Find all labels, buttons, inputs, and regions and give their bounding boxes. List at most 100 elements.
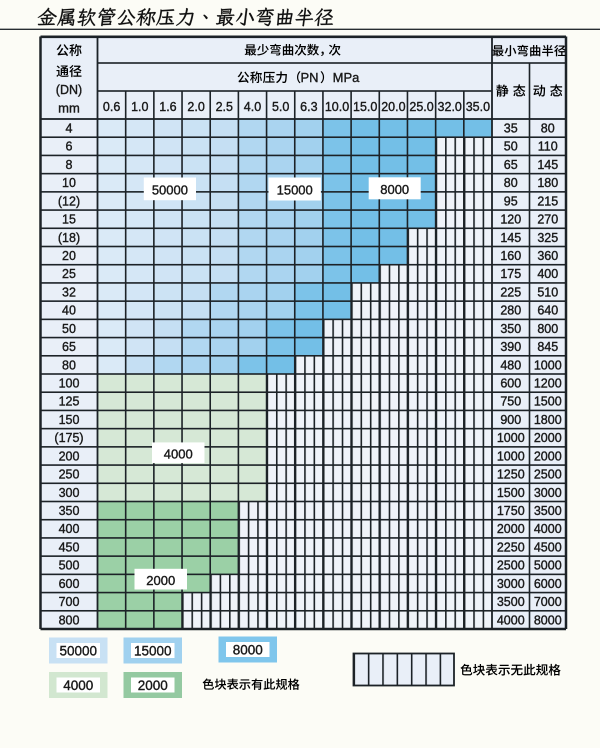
svg-text:MPa: MPa bbox=[333, 70, 361, 85]
svg-text:80: 80 bbox=[62, 358, 76, 372]
svg-text:1750: 1750 bbox=[497, 504, 525, 518]
svg-text:0.6: 0.6 bbox=[103, 100, 120, 114]
svg-text:2.5: 2.5 bbox=[216, 100, 233, 114]
svg-text:360: 360 bbox=[537, 249, 558, 263]
svg-text:845: 845 bbox=[537, 340, 558, 354]
svg-text:20: 20 bbox=[62, 249, 76, 263]
svg-text:1000: 1000 bbox=[497, 449, 525, 463]
svg-text:(18): (18) bbox=[58, 231, 80, 245]
svg-text:80: 80 bbox=[504, 176, 518, 190]
svg-text:280: 280 bbox=[500, 304, 521, 318]
svg-text:1.0: 1.0 bbox=[131, 100, 148, 114]
svg-text:160: 160 bbox=[500, 249, 521, 263]
svg-text:120: 120 bbox=[500, 213, 521, 227]
svg-text:145: 145 bbox=[500, 231, 521, 245]
svg-text:35.0: 35.0 bbox=[466, 100, 490, 114]
svg-text:3000: 3000 bbox=[497, 577, 525, 591]
svg-text:2000: 2000 bbox=[497, 522, 525, 536]
svg-text:50000: 50000 bbox=[152, 182, 188, 197]
svg-text:640: 640 bbox=[537, 304, 558, 318]
svg-text:200: 200 bbox=[59, 449, 80, 463]
svg-text:350: 350 bbox=[59, 504, 80, 518]
svg-text:PN: PN bbox=[300, 70, 318, 85]
svg-text:mm: mm bbox=[58, 101, 80, 116]
svg-text:2500: 2500 bbox=[534, 468, 562, 482]
svg-text:600: 600 bbox=[500, 377, 521, 391]
svg-text:4000: 4000 bbox=[534, 522, 562, 536]
svg-text:1000: 1000 bbox=[534, 358, 562, 372]
svg-text:510: 510 bbox=[537, 285, 558, 299]
svg-text:32.0: 32.0 bbox=[438, 100, 462, 114]
svg-text:4: 4 bbox=[66, 122, 73, 136]
svg-text:2000: 2000 bbox=[534, 431, 562, 445]
svg-text:6.3: 6.3 bbox=[300, 100, 317, 114]
svg-text:3500: 3500 bbox=[534, 504, 562, 518]
svg-text:8: 8 bbox=[66, 158, 73, 172]
svg-text:65: 65 bbox=[504, 158, 518, 172]
svg-text:35: 35 bbox=[504, 122, 518, 136]
svg-text:2000: 2000 bbox=[534, 449, 562, 463]
svg-text:145: 145 bbox=[537, 158, 558, 172]
svg-text:8000: 8000 bbox=[380, 182, 409, 197]
svg-text:8000: 8000 bbox=[534, 613, 562, 627]
svg-text:65: 65 bbox=[62, 340, 76, 354]
svg-text:50: 50 bbox=[504, 140, 518, 154]
svg-text:225: 225 bbox=[500, 285, 521, 299]
svg-text:20.0: 20.0 bbox=[381, 100, 405, 114]
svg-text:15.0: 15.0 bbox=[353, 100, 377, 114]
svg-text:7000: 7000 bbox=[534, 595, 562, 609]
svg-text:700: 700 bbox=[59, 595, 80, 609]
svg-text:2000: 2000 bbox=[138, 678, 168, 693]
svg-text:125: 125 bbox=[59, 395, 80, 409]
svg-text:15000: 15000 bbox=[277, 183, 313, 198]
svg-text:1000: 1000 bbox=[497, 431, 525, 445]
svg-text:4000: 4000 bbox=[63, 678, 93, 693]
svg-text:4000: 4000 bbox=[497, 613, 525, 627]
svg-text:95: 95 bbox=[504, 194, 518, 208]
svg-text:32: 32 bbox=[62, 285, 76, 299]
svg-text:100: 100 bbox=[59, 377, 80, 391]
svg-text:80: 80 bbox=[541, 122, 555, 136]
svg-text:5000: 5000 bbox=[534, 559, 562, 573]
svg-text:2250: 2250 bbox=[497, 540, 525, 554]
svg-text:4000: 4000 bbox=[164, 446, 193, 461]
svg-text:10.0: 10.0 bbox=[325, 100, 349, 114]
svg-text:250: 250 bbox=[59, 468, 80, 482]
svg-text:50: 50 bbox=[62, 322, 76, 336]
svg-text:3500: 3500 bbox=[497, 595, 525, 609]
svg-text:480: 480 bbox=[500, 358, 521, 372]
svg-text:800: 800 bbox=[59, 613, 80, 627]
svg-text:400: 400 bbox=[537, 267, 558, 281]
svg-text:150: 150 bbox=[59, 413, 80, 427]
svg-text:15: 15 bbox=[62, 213, 76, 227]
svg-text:450: 450 bbox=[59, 540, 80, 554]
svg-text:900: 900 bbox=[500, 413, 521, 427]
svg-text:25: 25 bbox=[62, 267, 76, 281]
svg-text:25.0: 25.0 bbox=[409, 100, 433, 114]
svg-text:180: 180 bbox=[537, 176, 558, 190]
svg-text:5.0: 5.0 bbox=[272, 100, 289, 114]
svg-text:15000: 15000 bbox=[134, 643, 172, 658]
svg-text:50000: 50000 bbox=[59, 643, 97, 658]
svg-text:500: 500 bbox=[59, 559, 80, 573]
svg-text:175: 175 bbox=[500, 267, 521, 281]
svg-text:350: 350 bbox=[500, 322, 521, 336]
svg-text:2.0: 2.0 bbox=[187, 100, 204, 114]
svg-text:6000: 6000 bbox=[534, 577, 562, 591]
svg-text:300: 300 bbox=[59, 486, 80, 500]
svg-text:8000: 8000 bbox=[233, 642, 263, 657]
svg-text:1250: 1250 bbox=[497, 468, 525, 482]
svg-text:1500: 1500 bbox=[497, 486, 525, 500]
svg-text:(DN): (DN) bbox=[56, 83, 82, 97]
svg-text:1800: 1800 bbox=[534, 413, 562, 427]
svg-text:800: 800 bbox=[537, 322, 558, 336]
svg-text:600: 600 bbox=[59, 577, 80, 591]
svg-text:2500: 2500 bbox=[497, 559, 525, 573]
svg-text:215: 215 bbox=[537, 194, 558, 208]
svg-text:1.6: 1.6 bbox=[159, 100, 176, 114]
svg-text:390: 390 bbox=[500, 340, 521, 354]
svg-text:325: 325 bbox=[537, 231, 558, 245]
svg-text:40: 40 bbox=[62, 304, 76, 318]
svg-text:400: 400 bbox=[59, 522, 80, 536]
svg-text:(175): (175) bbox=[54, 431, 83, 445]
